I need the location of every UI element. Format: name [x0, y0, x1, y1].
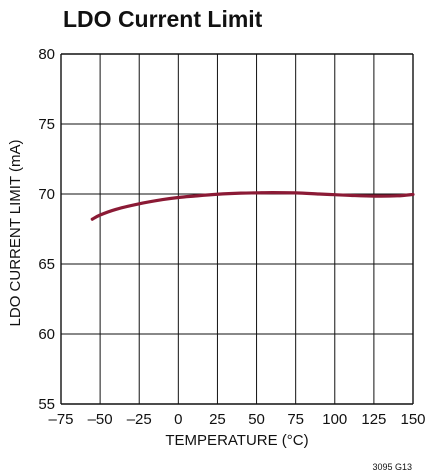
x-tick-label: 0	[174, 411, 182, 428]
y-axis-ticks: 55 60 65 70 75 80	[38, 46, 55, 413]
x-tick-label: 150	[400, 411, 425, 428]
x-axis-label: TEMPERATURE (°C)	[165, 432, 308, 449]
y-tick-label: 65	[38, 256, 55, 273]
y-tick-label: 60	[38, 326, 55, 343]
y-tick-label: 55	[38, 396, 55, 413]
x-tick-label: 125	[361, 411, 386, 428]
chart-title: LDO Current Limit	[63, 6, 263, 32]
series-layer	[90, 191, 415, 221]
x-axis-ticks: –75 –50 –25 0 25 50 75 100 125 150	[48, 411, 425, 428]
y-tick-label: 75	[38, 116, 55, 133]
x-tick-label: –75	[48, 411, 73, 428]
x-tick-label: 25	[209, 411, 226, 428]
y-axis-label: LDO CURRENT LIMIT (mA)	[7, 140, 24, 327]
x-tick-label: –50	[88, 411, 113, 428]
x-tick-label: 100	[322, 411, 347, 428]
series-line	[90, 191, 415, 221]
x-tick-label: –25	[127, 411, 152, 428]
x-tick-label: 75	[287, 411, 304, 428]
grid	[60, 53, 414, 405]
figure-id: 3095 G13	[372, 462, 412, 472]
x-tick-label: 50	[248, 411, 265, 428]
y-tick-label: 70	[38, 186, 55, 203]
y-tick-label: 80	[38, 46, 55, 63]
